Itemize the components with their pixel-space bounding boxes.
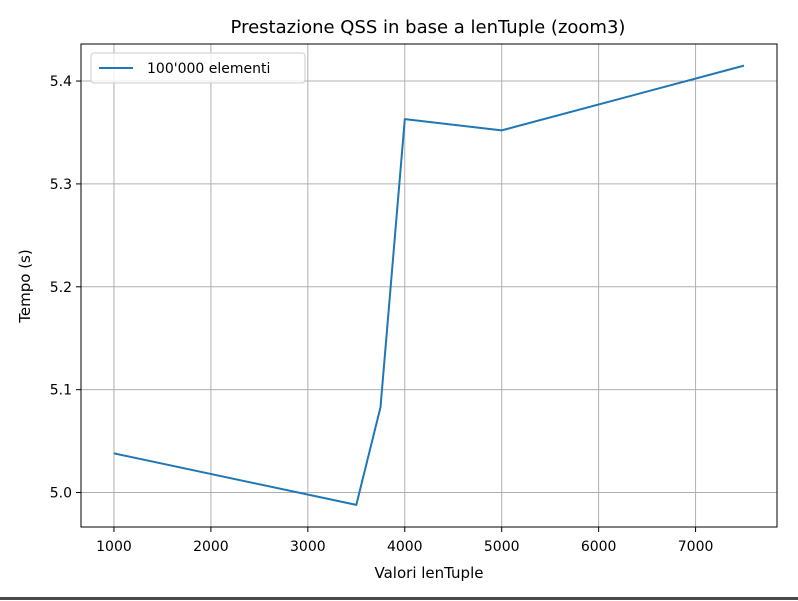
y-axis-label: Tempo (s) <box>16 249 34 323</box>
x-tick-label: 3000 <box>290 539 326 555</box>
x-tick-label: 1000 <box>96 539 132 555</box>
series-layer <box>114 66 744 505</box>
y-axis-ticks: 5.0 5.1 5.2 5.3 5.4 <box>50 74 81 502</box>
y-tick-label: 5.0 <box>50 486 72 502</box>
y-tick-label: 5.3 <box>50 177 72 193</box>
legend: 100'000 elementi <box>91 53 305 83</box>
x-axis-ticks: 1000 2000 3000 4000 5000 6000 7000 <box>96 527 713 555</box>
x-tick-label: 7000 <box>678 539 714 555</box>
series-line <box>114 66 744 505</box>
x-tick-label: 4000 <box>387 539 423 555</box>
x-tick-label: 5000 <box>484 539 520 555</box>
x-tick-label: 2000 <box>193 539 229 555</box>
x-tick-label: 6000 <box>581 539 617 555</box>
plot-frame <box>81 44 777 527</box>
x-axis-label: Valori lenTuple <box>375 564 484 582</box>
y-tick-label: 5.2 <box>50 280 72 296</box>
y-tick-label: 5.1 <box>50 383 72 399</box>
chart-title: Prestazione QSS in base a lenTuple (zoom… <box>231 17 626 38</box>
legend-label: 100'000 elementi <box>147 61 270 77</box>
grid-lines <box>81 44 777 527</box>
y-tick-label: 5.4 <box>50 74 72 90</box>
